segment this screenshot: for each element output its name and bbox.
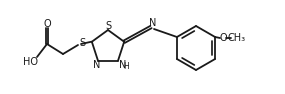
Text: CH₃: CH₃ — [228, 33, 246, 43]
Text: O: O — [219, 33, 227, 43]
Text: N: N — [149, 18, 157, 28]
Text: S: S — [79, 38, 85, 48]
Text: N: N — [119, 60, 126, 70]
Text: O: O — [43, 19, 51, 29]
Text: S: S — [105, 21, 111, 31]
Text: N: N — [93, 60, 101, 70]
Text: HO: HO — [23, 57, 38, 67]
Text: H: H — [123, 62, 129, 71]
